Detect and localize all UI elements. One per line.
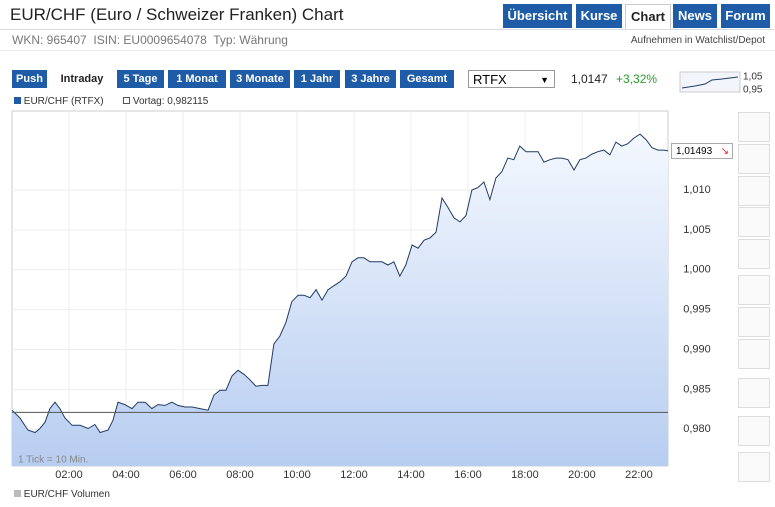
legend-reference: Vortag: 0,982115 <box>132 96 209 107</box>
line <box>11 133 669 434</box>
legend-swatch <box>14 490 21 497</box>
x-tick-label: 06:00 <box>169 469 197 481</box>
x-tick-label: 20:00 <box>568 469 596 481</box>
legend-series: EUR/CHF (RTFX) <box>23 96 104 107</box>
tool-pointer[interactable] <box>738 339 770 369</box>
period-button[interactable]: Push <box>12 70 47 88</box>
period-button-active[interactable]: Intraday <box>51 70 113 88</box>
tab-active[interactable]: Chart <box>625 4 671 29</box>
period-button[interactable]: 1 Jahr <box>294 70 340 88</box>
x-tick-label: 08:00 <box>226 469 254 481</box>
tab[interactable]: Übersicht <box>503 4 572 28</box>
x-tick-label: 22:00 <box>625 469 653 481</box>
tab[interactable]: Kurse <box>576 4 622 28</box>
x-tick-label: 02:00 <box>55 469 83 481</box>
source-select[interactable]: RTFX ▼ <box>468 70 555 88</box>
price: 1,0147 <box>571 72 608 86</box>
tool-zoom-out[interactable] <box>738 307 770 337</box>
type: Typ: Währung <box>213 33 288 47</box>
mini-label: 0,95 <box>743 85 763 96</box>
tool-line[interactable] <box>738 112 770 142</box>
period-button[interactable]: Gesamt <box>400 70 454 88</box>
mini-label: 1,05 <box>743 72 763 83</box>
x-tick-label: 14:00 <box>397 469 425 481</box>
info: WKN: 965407 ISIN: EU0009654078 Typ: Währ… <box>12 33 288 47</box>
divider <box>0 29 775 30</box>
volume-legend: EUR/CHF Volumen <box>14 489 110 500</box>
period-button[interactable]: 3 Monate <box>230 70 290 88</box>
tool-settings[interactable] <box>738 207 770 237</box>
legend: EUR/CHF (RTFX) Vortag: 0,982115 <box>14 96 208 107</box>
tool-indicator[interactable] <box>738 176 770 206</box>
down-arrow: ↘ <box>720 145 729 157</box>
tool-zoom-in[interactable] <box>738 275 770 305</box>
tool-save[interactable] <box>738 416 770 446</box>
current-value-box: 1,01493 ↘ <box>671 142 733 159</box>
volume-label: EUR/CHF Volumen <box>23 489 110 500</box>
tool-ohlc[interactable] <box>738 144 770 174</box>
legend-swatch <box>123 97 131 104</box>
source: RTFX <box>473 72 507 87</box>
y-tick-label: 0,985 <box>683 383 711 395</box>
y-tick-label: 0,995 <box>683 304 711 316</box>
tool-draw[interactable] <box>738 239 770 269</box>
tool-fullscreen[interactable] <box>738 452 770 482</box>
y-tick-label: 1,000 <box>683 264 711 276</box>
x-tick-label: 10:00 <box>283 469 311 481</box>
x-tick-label: 12:00 <box>340 469 368 481</box>
y-tick-label: 0,990 <box>683 343 711 355</box>
divider <box>0 50 775 51</box>
legend-swatch <box>14 97 21 104</box>
period-button[interactable]: 5 Tage <box>117 70 164 88</box>
y-tick-label: 1,005 <box>683 224 711 236</box>
period-button[interactable]: 1 Monat <box>168 70 226 88</box>
y-tick-label: 0,980 <box>683 423 711 435</box>
change: +3,32% <box>616 72 658 86</box>
x-tick-label: 04:00 <box>112 469 140 481</box>
tab[interactable]: News <box>673 4 717 28</box>
tool-print[interactable] <box>738 378 770 408</box>
tab[interactable]: Forum <box>721 4 770 28</box>
page-title: EUR/CHF (Euro / Schweizer Franken) Chart <box>10 5 344 24</box>
dropdown-arrow: ▼ <box>540 75 549 85</box>
watchlist-link[interactable]: Aufnehmen in Watchlist/Depot <box>630 35 765 46</box>
tick-note: 1 Tick = 10 Min. <box>18 455 88 466</box>
period-button[interactable]: 3 Jahre <box>345 70 396 88</box>
current-value: 1,01493 <box>676 145 713 157</box>
x-tick-label: 18:00 <box>511 469 539 481</box>
isin: ISIN: EU0009654078 <box>93 33 207 47</box>
area <box>12 134 668 466</box>
wkn: WKN: 965407 <box>12 33 87 47</box>
mini-chart <box>679 71 741 93</box>
y-tick-label: 1,010 <box>683 184 711 196</box>
x-tick-label: 16:00 <box>454 469 482 481</box>
